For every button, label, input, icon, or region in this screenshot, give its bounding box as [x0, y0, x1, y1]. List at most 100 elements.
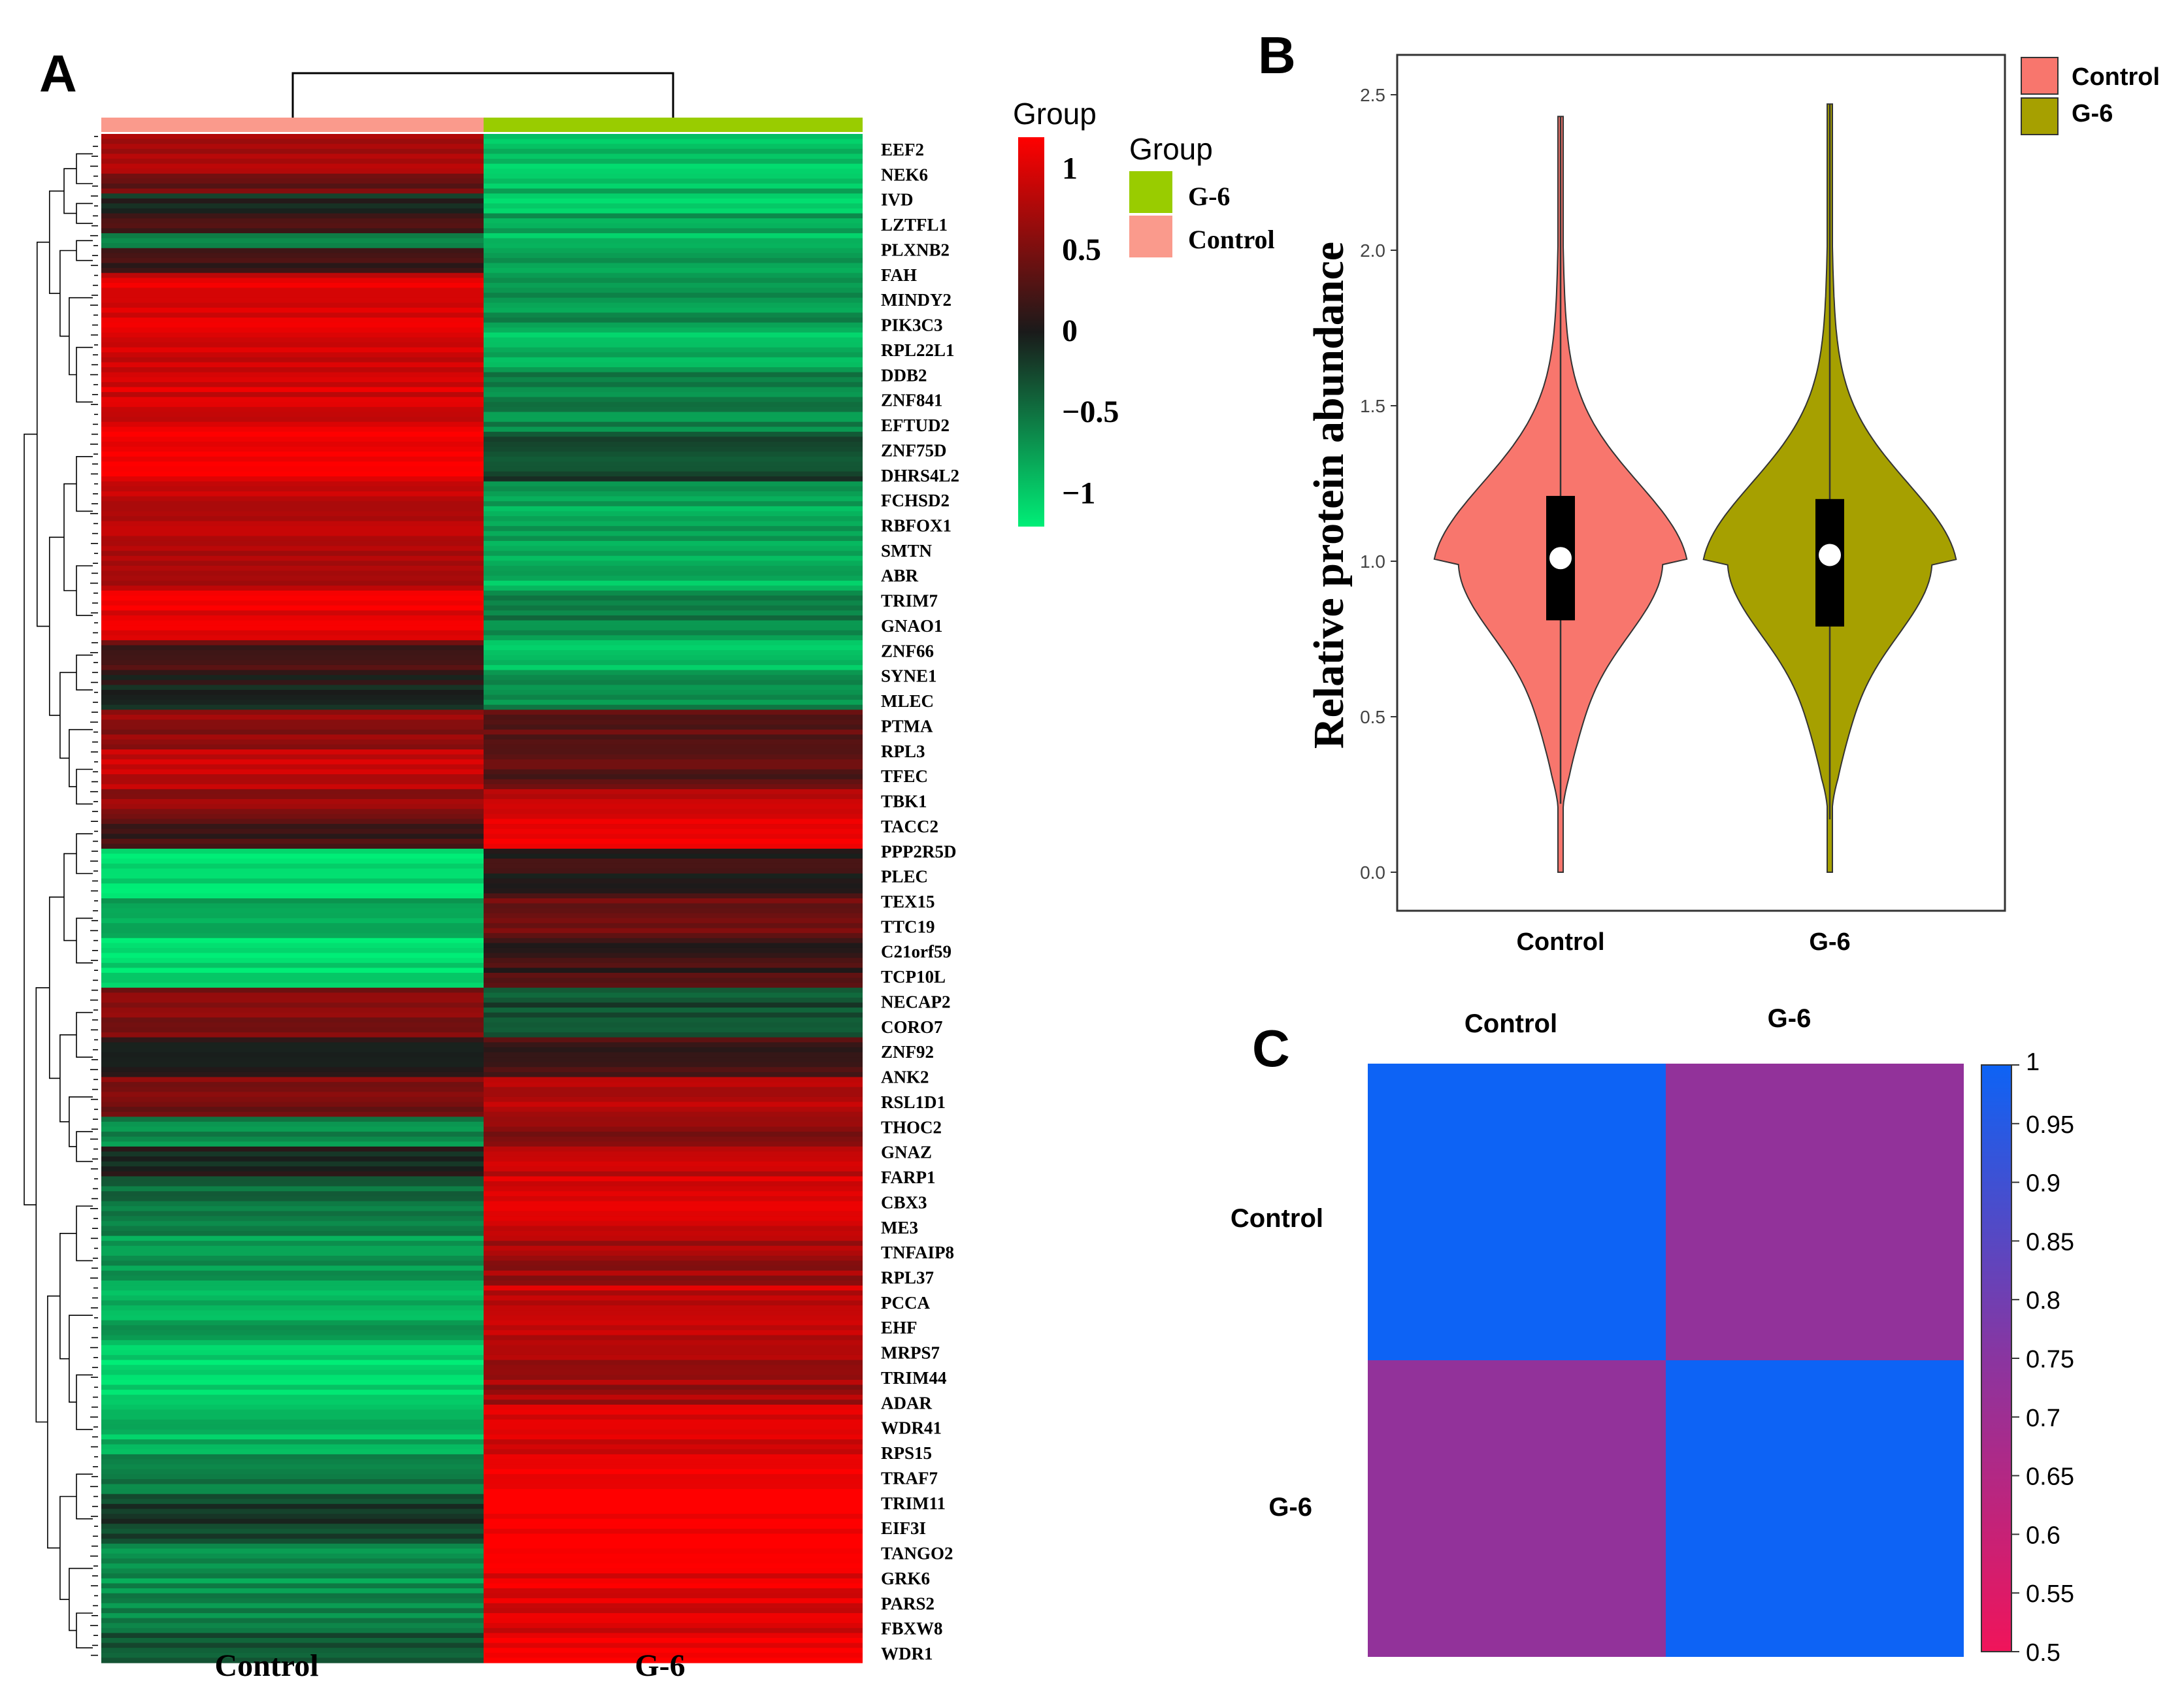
heatmap-cell-control: [101, 486, 484, 492]
heatmap-cell-control: [101, 1350, 484, 1356]
heatmap-cell-g6: [484, 754, 863, 760]
heatmap-cell-g6: [484, 1360, 863, 1365]
gene-label: FAH: [881, 265, 917, 285]
heatmap-cell-g6: [484, 1017, 863, 1023]
heatmap-cell-g6: [484, 486, 863, 492]
gene-label: ZNF92: [881, 1042, 934, 1062]
dendrogram-branch: [69, 728, 93, 787]
gene-label: PLXNB2: [881, 240, 950, 260]
heatmap-cell-control: [101, 710, 484, 715]
heatmap-cell-g6: [484, 362, 863, 368]
heatmap-cell-control: [101, 1216, 484, 1222]
heatmap-cell-control: [101, 203, 484, 209]
heatmap-cell-g6: [484, 1627, 863, 1634]
heatmap-cell-g6: [484, 1613, 863, 1619]
heatmap-cell-control: [101, 1270, 484, 1277]
heatmap-cell-g6: [484, 769, 863, 775]
gene-label: FCHSD2: [881, 491, 950, 510]
heatmap-cell-control: [101, 1082, 484, 1088]
heatmap-cell-g6: [484, 198, 863, 204]
heatmap-cell-control: [101, 297, 484, 303]
heatmap-cell-g6: [484, 169, 863, 174]
heatmap-cell-g6: [484, 1434, 863, 1440]
heatmap-cell-control: [101, 1623, 484, 1629]
heatmap-cell-g6: [484, 1300, 863, 1306]
heatmap-cell-g6: [484, 272, 863, 278]
heatmap-cell-g6: [484, 1087, 863, 1092]
heatmap-cell-control: [101, 1384, 484, 1390]
violin-y-axis: 0.0 0.5 1.0 1.5 2.0 2.5: [1360, 85, 1397, 883]
heatmap-cell-g6: [484, 1563, 863, 1569]
heatmap-cell-control: [101, 779, 484, 785]
heatmap-cell-control: [101, 863, 484, 870]
heatmap-cell-g6: [484, 511, 863, 517]
heatmap-cell-g6: [484, 1459, 863, 1465]
heatmap-cell-control: [101, 1608, 484, 1614]
heatmap-cell-g6: [484, 1042, 863, 1048]
gene-label: TRIM7: [881, 591, 938, 611]
heatmap-cell-control: [101, 540, 484, 547]
heatmap-cell-g6: [484, 1429, 863, 1435]
heatmap-cell-control: [101, 1379, 484, 1386]
heatmap-cell-control: [101, 968, 484, 973]
heatmap-cell-g6: [484, 1062, 863, 1068]
heatmap-cell-g6: [484, 431, 863, 438]
gene-label: EEF2: [881, 140, 924, 159]
dendrogram-branch: [76, 654, 93, 691]
gene-label: TCP10L: [881, 967, 946, 987]
corr-cell-g6-g6: [1666, 1360, 1964, 1657]
heatmap-cell-g6: [484, 664, 863, 671]
heatmap-cell-g6: [484, 1250, 863, 1256]
heatmap-cell-control: [101, 953, 484, 958]
heatmap-cell-control: [101, 1062, 484, 1068]
violin-y-tick-label: 1.0: [1360, 551, 1385, 572]
heatmap-cell-control: [101, 337, 484, 343]
heatmap-cell-control: [101, 1052, 484, 1058]
heatmap-cell-control: [101, 972, 484, 979]
heatmap-cell-g6: [484, 1404, 863, 1411]
corr-row-g6: G-6: [1268, 1493, 1312, 1522]
heatmap-cell-g6: [484, 1146, 863, 1152]
heatmap-cell-control: [101, 640, 484, 646]
violin-y-tick-label: 1.5: [1360, 396, 1385, 416]
gene-label: PPP2R5D: [881, 842, 956, 861]
heatmap-cell-g6: [484, 953, 863, 958]
dendrogram-branch: [48, 536, 64, 716]
heatmap-cell-g6: [484, 248, 863, 253]
heatmap-cell-control: [101, 868, 484, 874]
heatmap-cell-control: [101, 874, 484, 879]
heatmap-cell-g6: [484, 268, 863, 274]
heatmap-cell-control: [101, 287, 484, 293]
heatmap-cell-control: [101, 1414, 484, 1420]
heatmap-cell-control: [101, 476, 484, 482]
heatmap-cell-control: [101, 1429, 484, 1435]
heatmap-cell-control: [101, 1320, 484, 1326]
heatmap-cell-control: [101, 1464, 484, 1470]
heatmap-cell-g6: [484, 749, 863, 755]
gene-label: RPL22L1: [881, 340, 955, 360]
heatmap-cell-g6: [484, 1514, 863, 1520]
heatmap-cell-control: [101, 1315, 484, 1321]
dendrogram-branch: [48, 190, 64, 294]
panel-a-label: A: [39, 44, 77, 103]
heatmap-cell-control: [101, 1027, 484, 1033]
gene-label: ME3: [881, 1218, 918, 1237]
heatmap-cell-control: [101, 347, 484, 353]
heatmap-cell-g6: [484, 1201, 863, 1207]
heatmap-cell-control: [101, 1583, 484, 1589]
heatmap-cell-control: [101, 794, 484, 800]
colorbar-a-tick-label: −1: [1062, 476, 1095, 510]
heatmap-cell-g6: [484, 1092, 863, 1098]
heatmap-cell-g6: [484, 1464, 863, 1470]
heatmap-cell-g6: [484, 1543, 863, 1549]
heatmap-cell-control: [101, 536, 484, 542]
heatmap-cell-g6: [484, 1578, 863, 1584]
gene-label: EIF3I: [881, 1518, 926, 1538]
heatmap-cell-g6: [484, 1166, 863, 1172]
heatmap-cell-g6: [484, 585, 863, 591]
heatmap-cell-g6: [484, 134, 863, 140]
gene-label: SYNE1: [881, 666, 937, 686]
heatmap-cell-g6: [484, 377, 863, 383]
heatmap-cell-g6: [484, 1603, 863, 1609]
heatmap-cell-g6: [484, 1052, 863, 1058]
